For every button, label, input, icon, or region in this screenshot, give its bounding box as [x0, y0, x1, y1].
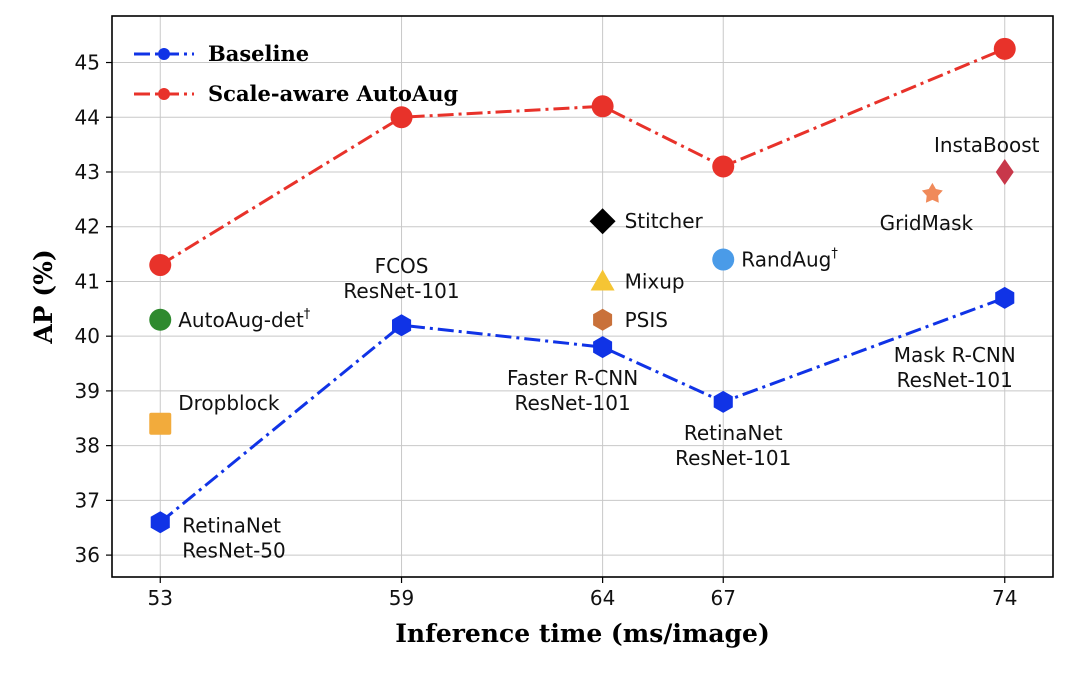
legend-label-scale-aware-autoaug: Scale-aware AutoAug: [208, 81, 458, 106]
point-label: ResNet-101: [343, 279, 459, 303]
point-label: FCOS: [375, 254, 429, 278]
y-tick-label: 41: [75, 269, 100, 293]
x-tick-label: 53: [148, 586, 173, 610]
method-label-instaboost: InstaBoost: [934, 133, 1040, 157]
point-baseline: [392, 314, 412, 337]
point-label: Mask R-CNN: [894, 343, 1016, 367]
point-baseline: [713, 390, 733, 413]
y-tick-label: 43: [75, 160, 100, 184]
point-label: ResNet-101: [675, 446, 791, 470]
method-label-randaug: RandAug†: [741, 247, 838, 272]
point-baseline: [593, 336, 613, 359]
marker-instaboost: [995, 158, 1014, 185]
marker-mixup: [590, 269, 615, 291]
point-scale-aware-autoaug: [712, 155, 735, 178]
point-scale-aware-autoaug: [149, 254, 172, 277]
method-label-autoaug-det: AutoAug-det†: [178, 307, 311, 332]
ticks: 53 59 64 67 74 36 37 38 39 40 41 42 43 44 45: [75, 51, 1018, 610]
method-name: InstaBoost: [934, 133, 1040, 157]
method-label-gridmask: GridMask: [880, 211, 974, 235]
y-tick-label: 44: [75, 105, 100, 129]
point-label: RetinaNet: [182, 513, 281, 537]
y-tick-label: 42: [75, 215, 100, 239]
marker-stitcher: [589, 208, 616, 235]
legend-item-baseline: Baseline: [134, 41, 309, 66]
method-name: AutoAug-det: [178, 308, 304, 332]
series-line-baseline: [159, 296, 1006, 524]
point-baseline: [995, 286, 1015, 309]
y-axis-title: AP (%): [29, 249, 58, 344]
method-name: Dropblock: [178, 391, 280, 415]
plot-frame: [111, 15, 1054, 578]
y-tick-label: 37: [75, 488, 100, 512]
x-tick-label: 67: [711, 586, 736, 610]
markers: [149, 37, 1016, 534]
method-label-mixup: Mixup: [625, 269, 685, 293]
point-label: RetinaNet: [684, 421, 783, 445]
x-tick-label: 64: [590, 586, 615, 610]
marker-psis: [593, 308, 613, 331]
y-tick-label: 39: [75, 379, 100, 403]
point-label: Faster R-CNN: [507, 366, 638, 390]
legend: Baseline Scale-aware AutoAug: [134, 41, 458, 106]
marker-randaug: [712, 248, 735, 271]
method-label-dropblock: Dropblock: [178, 391, 280, 415]
legend-label-baseline: Baseline: [208, 41, 309, 66]
method-superscript: †: [304, 307, 311, 322]
marker-gridmask: [921, 182, 943, 203]
y-tick-label: 36: [75, 543, 100, 567]
method-name: Stitcher: [625, 209, 704, 233]
point-label: ResNet-50: [182, 538, 286, 562]
y-tick-label: 40: [75, 324, 100, 348]
grid: [112, 16, 1053, 577]
method-name: RandAug: [741, 248, 831, 272]
point-scale-aware-autoaug: [591, 95, 614, 118]
legend-item-scale-aware-autoaug: Scale-aware AutoAug: [134, 81, 458, 106]
series-line-scale-aware-autoaug: [159, 47, 1006, 267]
legend-marker-scale-aware-autoaug: [158, 88, 170, 100]
series-lines: [159, 47, 1006, 524]
point-label: ResNet-101: [514, 391, 630, 415]
point-scale-aware-autoaug: [390, 106, 413, 129]
legend-marker-baseline: [158, 48, 170, 60]
method-name: PSIS: [625, 308, 668, 332]
method-name: Mixup: [625, 269, 685, 293]
point-baseline: [150, 511, 170, 534]
method-label-psis: PSIS: [625, 308, 668, 332]
y-tick-label: 45: [75, 51, 100, 75]
marker-dropblock: [149, 412, 172, 435]
point-label: ResNet-101: [897, 368, 1013, 392]
point-scale-aware-autoaug: [993, 37, 1016, 60]
method-label-stitcher: Stitcher: [625, 209, 704, 233]
x-tick-label: 74: [992, 586, 1017, 610]
x-axis-title: Inference time (ms/image): [395, 619, 770, 648]
method-superscript: †: [831, 247, 838, 262]
method-name: GridMask: [880, 211, 974, 235]
x-tick-label: 59: [389, 586, 414, 610]
y-tick-label: 38: [75, 434, 100, 458]
marker-autoaug-det: [149, 308, 172, 331]
